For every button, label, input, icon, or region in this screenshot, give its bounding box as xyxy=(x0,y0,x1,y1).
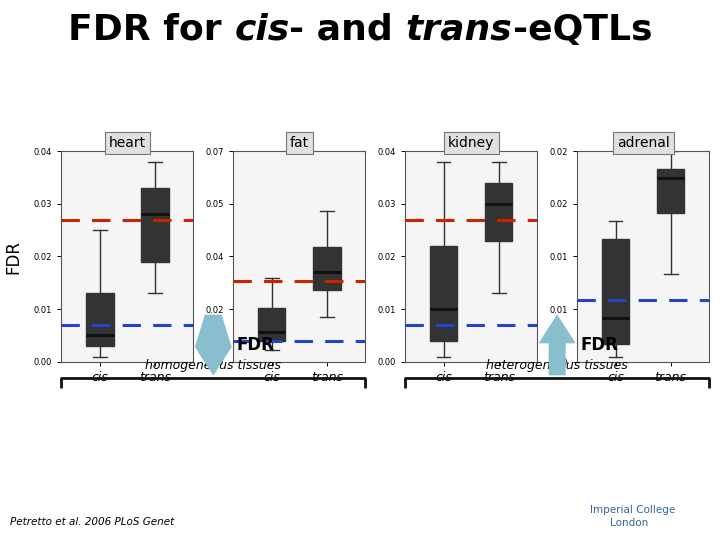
PathPatch shape xyxy=(258,308,285,341)
Text: trans: trans xyxy=(406,13,513,47)
Text: London: London xyxy=(610,518,648,528)
Text: homogeneous tissues: homogeneous tissues xyxy=(145,359,282,372)
Text: heterogeneous tissues: heterogeneous tissues xyxy=(486,359,628,372)
Polygon shape xyxy=(539,315,575,375)
PathPatch shape xyxy=(86,293,114,346)
Text: cis: cis xyxy=(234,13,289,47)
Text: FDR: FDR xyxy=(4,240,22,273)
Polygon shape xyxy=(195,315,231,375)
Text: Imperial College: Imperial College xyxy=(590,505,675,515)
PathPatch shape xyxy=(313,247,341,289)
Text: FDR: FDR xyxy=(580,336,618,354)
PathPatch shape xyxy=(657,168,685,213)
PathPatch shape xyxy=(485,183,513,241)
PathPatch shape xyxy=(141,188,168,262)
Title: heart: heart xyxy=(109,136,146,150)
Text: - and: - and xyxy=(289,13,406,47)
PathPatch shape xyxy=(602,239,629,345)
Title: fat: fat xyxy=(289,136,309,150)
PathPatch shape xyxy=(430,246,457,341)
Text: -eQTLs: -eQTLs xyxy=(513,13,652,47)
Title: adrenal: adrenal xyxy=(617,136,670,150)
Text: FDR: FDR xyxy=(236,336,274,354)
Text: FDR for: FDR for xyxy=(68,13,234,47)
Text: Petretto et al. 2006 PLoS Genet: Petretto et al. 2006 PLoS Genet xyxy=(10,517,174,527)
Title: kidney: kidney xyxy=(448,136,495,150)
